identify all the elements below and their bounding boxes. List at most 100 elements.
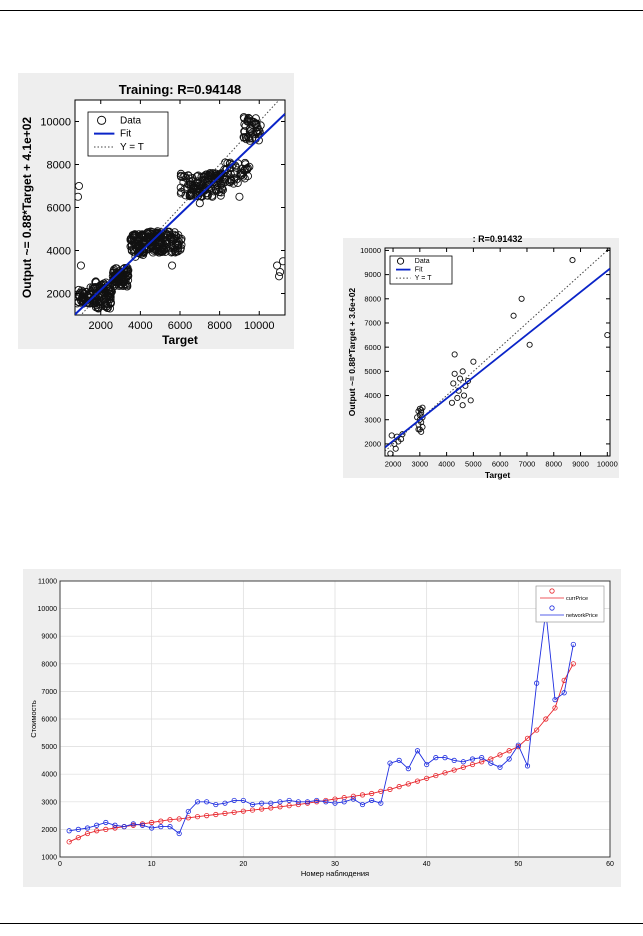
data-point <box>168 247 177 256</box>
currPrice-point <box>295 801 301 808</box>
data-point <box>180 171 189 181</box>
fit-line <box>385 267 610 449</box>
data-point <box>90 297 99 307</box>
data-point <box>526 341 533 348</box>
y-tick-label: 9000 <box>364 270 381 279</box>
data-point <box>460 392 468 399</box>
data-point <box>117 280 126 289</box>
y-tick-label: 8000 <box>364 294 381 303</box>
data-point <box>239 133 248 142</box>
data-point <box>221 176 230 185</box>
legend-identity-label: Y = T <box>415 275 432 282</box>
currPrice-point <box>259 806 265 812</box>
currPrice-point <box>378 788 384 794</box>
fit-line <box>75 113 285 315</box>
networkPrice-point <box>194 799 201 805</box>
x-tick-label: 10000 <box>597 460 618 469</box>
data-point <box>86 283 95 292</box>
y-tick-label: 2000 <box>47 288 71 300</box>
chart-title: Training: R=0.94148 <box>119 82 241 97</box>
currPrice-point <box>460 764 466 770</box>
x-tick-label: 4000 <box>438 460 455 469</box>
data-point <box>203 191 212 200</box>
data-point <box>241 133 251 142</box>
networkPrice-point <box>332 800 338 806</box>
data-point <box>392 445 399 452</box>
currPrice-point <box>552 705 558 711</box>
data-point <box>241 165 250 174</box>
networkPrice-point <box>488 760 494 766</box>
legend-box <box>535 585 605 623</box>
data-point <box>244 133 253 142</box>
x-tick-label: 60 <box>606 861 614 868</box>
networkPrice-point <box>240 797 246 804</box>
networkPrice-point <box>84 825 91 831</box>
legend-label: currPrice <box>566 596 588 602</box>
data-point <box>155 240 164 249</box>
data-point <box>76 261 85 270</box>
data-point <box>169 230 178 239</box>
data-point <box>209 187 219 196</box>
data-point <box>192 178 201 188</box>
data-point <box>451 351 458 358</box>
data-point <box>176 183 185 192</box>
x-axis-label: Target <box>485 470 511 480</box>
data-point <box>230 170 239 179</box>
y-axis-label: Стоимость <box>29 700 38 738</box>
data-point <box>459 402 466 409</box>
data-point <box>451 370 458 377</box>
data-point <box>100 302 109 311</box>
networkPrice-point <box>112 822 118 828</box>
data-point <box>195 199 204 208</box>
currPrice-point <box>359 792 366 798</box>
x-tick-label: 5000 <box>465 460 482 469</box>
x-tick-label: 40 <box>423 861 431 868</box>
x-tick-label: 2000 <box>89 320 113 332</box>
data-point <box>177 240 186 249</box>
x-tick-label: 20 <box>239 861 247 868</box>
currPrice-point <box>158 818 164 824</box>
currPrice-point <box>433 772 439 779</box>
data-point <box>186 190 195 200</box>
data-point <box>470 358 477 365</box>
networkPrice-point <box>185 808 191 815</box>
legend-fit-label: Fit <box>120 129 131 140</box>
data-point <box>168 261 177 270</box>
data-point <box>275 272 284 281</box>
data-point <box>180 185 189 194</box>
legend-data-label: Data <box>120 115 142 126</box>
data-point <box>189 191 198 200</box>
networkPrice-point <box>249 801 256 808</box>
data-point <box>91 303 101 312</box>
plot-marks <box>75 100 285 315</box>
data-point <box>569 257 576 264</box>
networkPrice-point <box>414 748 421 754</box>
networkPrice-point <box>231 797 237 804</box>
data-point <box>223 169 233 178</box>
data-point <box>241 121 250 130</box>
data-point <box>127 246 136 255</box>
data-point <box>216 191 225 200</box>
x-tick-label: 50 <box>514 861 522 868</box>
data-point <box>176 171 185 180</box>
data-point <box>198 186 207 195</box>
x-tick-label: 6000 <box>492 460 509 469</box>
data-point <box>278 257 285 266</box>
y-tick-label: 7000 <box>364 319 381 328</box>
networkPrice-point <box>94 822 100 828</box>
y-tick-label: 11000 <box>38 579 57 586</box>
networkPrice-point <box>323 799 329 805</box>
currPrice-point <box>442 770 448 776</box>
networkPrice-point <box>350 796 356 802</box>
networkPrice-point <box>268 800 274 806</box>
data-point <box>211 185 220 194</box>
x-tick-label: 9000 <box>572 460 589 469</box>
currPrice-point <box>414 778 421 784</box>
y-tick-label: 10000 <box>40 116 71 128</box>
networkPrice-point <box>359 801 366 808</box>
y-tick-label: 1000 <box>41 855 57 862</box>
currPrice-point <box>396 784 402 790</box>
currPrice-point <box>66 839 72 845</box>
currPrice-point <box>213 811 219 818</box>
